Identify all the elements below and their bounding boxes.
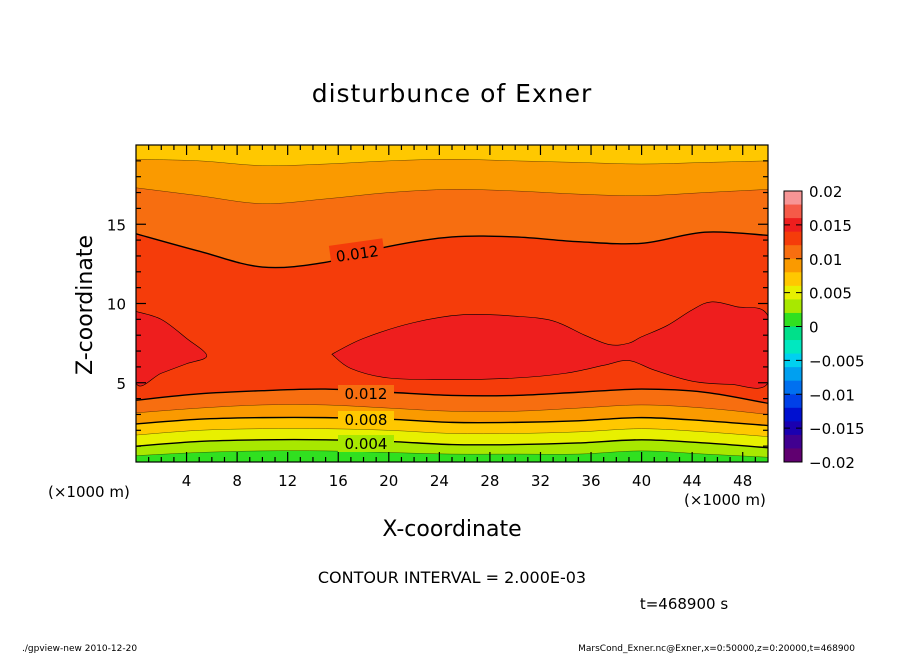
colorbar-level xyxy=(784,312,802,327)
colorbar-level xyxy=(784,231,802,246)
x-tick-label: 4 xyxy=(182,472,192,490)
colorbar-tick-label: −0.01 xyxy=(809,386,855,404)
colorbar-tick-label: 0.02 xyxy=(809,183,842,201)
maximum-regions xyxy=(136,301,768,389)
colorbar-level xyxy=(784,353,802,368)
contour-edge-1 xyxy=(136,159,768,166)
colorbar-tick-label: −0.005 xyxy=(809,352,865,370)
y-tick-label: 10 xyxy=(107,296,126,314)
contour-edge-6 xyxy=(136,417,768,426)
y-axis-label: Z-coordinate xyxy=(73,235,98,375)
colorbar-level xyxy=(784,245,802,260)
colorbar-tick-label: 0.01 xyxy=(809,251,842,269)
footer-source: MarsCond_Exner.nc@Exner,x=0:50000,z=0:20… xyxy=(578,644,855,654)
colorbar-level xyxy=(784,258,802,273)
x-tick-label: 36 xyxy=(581,472,600,490)
x-tick-label: 40 xyxy=(632,472,651,490)
contour-edge-2 xyxy=(136,187,768,204)
colorbar-level xyxy=(784,407,802,422)
y-tick-label: 15 xyxy=(107,216,126,234)
plot-area: 0.012 0.012 0.008 0.004 4 8 12 16 20 24 28 32 36… xyxy=(107,144,769,490)
x-tick-label: 48 xyxy=(733,472,752,490)
colorbar-level xyxy=(784,285,802,300)
contour-label-lower-0012: 0.012 xyxy=(345,385,388,403)
x-tick-label: 44 xyxy=(683,472,702,490)
colorbar-tick-label: 0.005 xyxy=(809,285,852,303)
footer-program: ./gpview-new 2010-12-20 xyxy=(22,644,137,654)
x-axis-ticks: 4 8 12 16 20 24 28 32 36 40 44 48 xyxy=(148,145,756,490)
contour-label-0004: 0.004 xyxy=(345,435,388,453)
contour-label-upper-0012: 0.012 xyxy=(335,242,380,266)
colorbar-ticks: 0.02 0.015 0.01 0.005 0 −0.005 −0.01 −0.015 −0.0… xyxy=(784,183,865,472)
colorbar-level xyxy=(784,394,802,409)
colorbar-level xyxy=(784,340,802,355)
colorbar-level xyxy=(784,299,802,314)
maximum-region-1 xyxy=(331,301,768,389)
colorbar-level xyxy=(784,421,802,436)
contour-labels: 0.012 0.012 0.008 0.004 xyxy=(328,238,394,453)
colorbar-level xyxy=(784,191,802,206)
contour-lines xyxy=(136,159,768,458)
colorbar-tick-label: −0.02 xyxy=(809,454,855,472)
contour-edge-7 xyxy=(136,428,768,437)
colorbar-tick-label: 0 xyxy=(809,319,819,337)
filled-contour-bands xyxy=(136,145,768,462)
colorbar-level xyxy=(784,204,802,219)
x-tick-label: 28 xyxy=(480,472,499,490)
colorbar-level xyxy=(784,448,802,463)
contour-edge-5 xyxy=(136,404,768,415)
colorbar-level xyxy=(784,326,802,341)
colorbar-level xyxy=(784,380,802,395)
chart-title: disturbunce of Exner xyxy=(312,79,593,108)
x-axis-label: X-coordinate xyxy=(382,517,521,542)
colorbar-level xyxy=(784,434,802,449)
contour-interval-text: CONTOUR INTERVAL = 2.000E-03 xyxy=(318,568,586,587)
y-axis-ticks: 5 10 15 xyxy=(107,160,768,447)
contour-label-0008: 0.008 xyxy=(345,411,388,429)
colorbar-tick-label: 0.015 xyxy=(809,217,852,235)
x-unit-left: (×1000 m) xyxy=(48,483,130,501)
colorbar-level xyxy=(784,367,802,382)
contour-band-9 xyxy=(136,450,768,462)
x-tick-label: 12 xyxy=(278,472,297,490)
colorbar-tick-label: −0.015 xyxy=(809,420,865,438)
colorbar-level xyxy=(784,218,802,233)
contour-edge-9 xyxy=(136,450,768,458)
x-tick-label: 20 xyxy=(379,472,398,490)
colorbar-level xyxy=(784,272,802,287)
contour-edge-3 xyxy=(136,231,768,268)
y-tick-label: 5 xyxy=(116,375,126,393)
x-tick-label: 16 xyxy=(329,472,348,490)
time-text: t=468900 s xyxy=(640,595,728,613)
x-tick-label: 24 xyxy=(430,472,449,490)
contour-edge-8 xyxy=(136,439,768,448)
x-unit-right: (×1000 m) xyxy=(684,491,766,509)
contour-edge-4 xyxy=(136,388,768,404)
x-tick-label: 32 xyxy=(531,472,550,490)
x-tick-label: 8 xyxy=(232,472,242,490)
